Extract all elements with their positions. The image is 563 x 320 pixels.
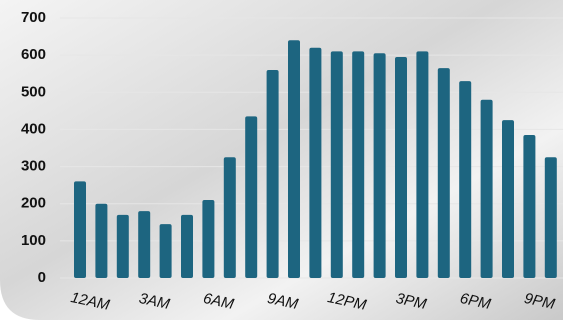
x-tick-label: 3AM xyxy=(137,290,171,313)
bar xyxy=(330,51,343,278)
bar xyxy=(159,224,172,278)
bar xyxy=(373,53,386,279)
bar xyxy=(502,120,514,279)
y-tick-label: 200 xyxy=(21,195,46,212)
bar xyxy=(95,203,108,278)
bar xyxy=(223,157,236,278)
bar xyxy=(181,214,193,278)
bar xyxy=(395,57,407,278)
bar xyxy=(74,181,86,278)
bar xyxy=(459,81,472,279)
y-tick-label: 400 xyxy=(21,120,46,137)
x-tick-label: 3PM xyxy=(394,290,428,313)
x-tick-label: 9AM xyxy=(266,290,300,313)
bar xyxy=(309,47,322,278)
y-tick-label: 300 xyxy=(21,158,46,175)
bar xyxy=(245,116,258,278)
y-tick-label: 600 xyxy=(21,46,46,63)
bar xyxy=(523,135,536,278)
bar xyxy=(266,70,279,278)
bar xyxy=(437,68,450,279)
y-tick-label: 500 xyxy=(21,83,46,100)
x-tick-label: 6AM xyxy=(202,290,236,313)
bar xyxy=(480,99,493,278)
bar xyxy=(416,51,429,278)
bar xyxy=(116,214,129,278)
x-tick-label: 6PM xyxy=(458,290,492,313)
bar xyxy=(352,51,365,278)
bar xyxy=(202,200,215,278)
y-tick-label: 0 xyxy=(38,269,46,286)
y-tick-label: 100 xyxy=(21,232,46,249)
bar xyxy=(138,211,151,278)
bar xyxy=(544,157,557,278)
bar xyxy=(288,40,300,279)
y-tick-label: 700 xyxy=(21,9,46,26)
x-tick-label: 9PM xyxy=(523,290,557,313)
